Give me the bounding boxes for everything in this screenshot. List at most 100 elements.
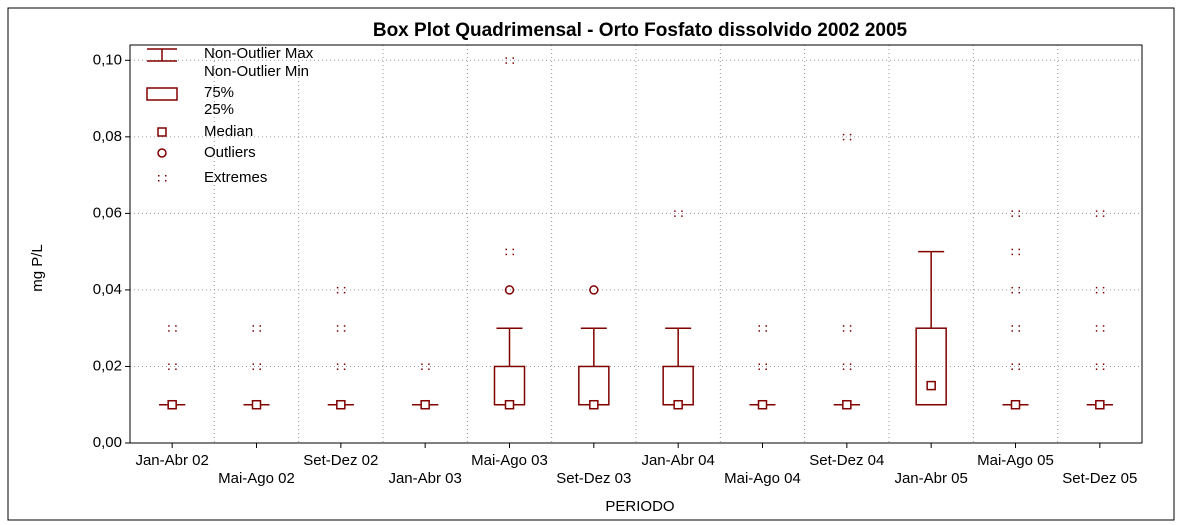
- extreme-dot: [1018, 291, 1020, 294]
- extreme: [1011, 210, 1020, 217]
- extreme-dot: [1018, 248, 1020, 251]
- x-tick-label: Set-Dez 02: [303, 452, 378, 469]
- extreme: [336, 325, 346, 332]
- extreme-dot: [1102, 286, 1105, 289]
- extreme-dot: [1011, 325, 1013, 327]
- chart-title: Box Plot Quadrimensal - Orto Fosfato dis…: [373, 20, 908, 41]
- extreme-dot: [1011, 291, 1013, 294]
- extreme-dot: [343, 286, 346, 289]
- x-tick-label: Jan-Abr 03: [388, 470, 461, 487]
- extreme-dot: [849, 325, 852, 327]
- extreme-dot: [168, 330, 170, 332]
- x-tick-label: Jan-Abr 04: [641, 452, 714, 469]
- extreme-dot: [1095, 325, 1098, 327]
- legend-dot: [158, 175, 160, 177]
- extreme-dot: [849, 133, 852, 136]
- extreme-dot: [674, 215, 676, 217]
- extreme-dot: [168, 368, 170, 370]
- extreme-dot: [1095, 210, 1098, 212]
- extreme-dot: [505, 248, 507, 251]
- extreme-dot: [1095, 363, 1098, 365]
- legend-label: Non-Outlier Max: [204, 45, 314, 62]
- legend-dot: [165, 180, 167, 182]
- median: [757, 399, 768, 410]
- extreme-dot: [168, 363, 170, 365]
- legend-label: Median: [204, 123, 253, 140]
- extreme-dot: [505, 62, 507, 64]
- median: [1095, 399, 1105, 410]
- plot-border: [129, 44, 1143, 444]
- extreme-dot: [343, 325, 346, 327]
- extreme-dot: [758, 363, 760, 365]
- x-tick-label: Mai-Ago 04: [724, 470, 801, 487]
- extreme-dot: [259, 325, 261, 327]
- legend-label: 25%: [204, 101, 234, 118]
- x-tick-label: Mai-Ago 03: [471, 452, 548, 469]
- extreme-dot: [758, 325, 760, 327]
- extreme-dot: [765, 363, 767, 365]
- extreme-dot: [175, 325, 177, 327]
- extreme-dot: [674, 210, 676, 212]
- extreme: [1011, 248, 1020, 256]
- extreme: [252, 363, 261, 370]
- x-tick-label: Mai-Ago 02: [218, 470, 295, 487]
- extreme-dot: [343, 291, 346, 294]
- extreme: [842, 363, 852, 370]
- legend-label: Extremes: [204, 169, 267, 186]
- extreme-dot: [1011, 330, 1013, 332]
- extreme-dot: [259, 363, 261, 365]
- extreme-dot: [421, 368, 423, 370]
- y-tick-label: 0,04: [93, 281, 122, 298]
- x-axis-label: PERIODO: [605, 498, 674, 515]
- legend-symbol: [146, 87, 178, 101]
- extreme-dot: [1095, 286, 1098, 289]
- y-tick-label: 0,02: [93, 357, 122, 374]
- extreme-dot: [842, 325, 845, 327]
- median: [673, 399, 683, 410]
- extreme-dot: [1102, 325, 1105, 327]
- extreme-dot: [1018, 215, 1020, 217]
- x-tick-label: Set-Dez 04: [809, 452, 884, 469]
- extreme-dot: [343, 363, 346, 365]
- median: [251, 399, 262, 410]
- extreme: [1095, 325, 1105, 332]
- extreme: [336, 286, 346, 294]
- extreme-dot: [1018, 210, 1020, 212]
- extreme-dot: [849, 363, 852, 365]
- extreme-dot: [1018, 325, 1020, 327]
- extreme-dot: [336, 286, 339, 289]
- extreme-dot: [1018, 368, 1020, 370]
- extreme-dot: [512, 253, 514, 256]
- y-tick-label: 0,00: [93, 434, 122, 451]
- extreme-dot: [259, 330, 261, 332]
- extreme-dot: [1011, 368, 1013, 370]
- extreme-dot: [1095, 368, 1098, 370]
- median: [420, 399, 430, 410]
- extreme-dot: [681, 215, 683, 217]
- outlier: [504, 285, 515, 295]
- extreme-dot: [1102, 330, 1105, 332]
- extreme-dot: [1102, 215, 1105, 217]
- extreme: [1095, 210, 1105, 217]
- extreme-dot: [1011, 286, 1013, 289]
- extreme-dot: [1011, 215, 1013, 217]
- extreme-dot: [512, 248, 514, 251]
- extreme-dot: [175, 368, 177, 370]
- extreme-dot: [336, 368, 339, 370]
- extreme-dot: [1018, 286, 1020, 289]
- extreme: [336, 363, 346, 370]
- median: [1010, 399, 1021, 410]
- legend-symbol: [158, 175, 167, 182]
- extreme-dot: [765, 330, 767, 332]
- extreme-dot: [512, 62, 514, 64]
- extreme-dot: [336, 291, 339, 294]
- extreme-dot: [842, 133, 845, 136]
- extreme-dot: [175, 330, 177, 332]
- extreme: [1095, 286, 1105, 294]
- extreme: [1095, 363, 1105, 370]
- extreme: [505, 248, 514, 256]
- extreme-dot: [505, 253, 507, 256]
- extreme: [1011, 325, 1020, 332]
- legend-dot: [158, 180, 160, 182]
